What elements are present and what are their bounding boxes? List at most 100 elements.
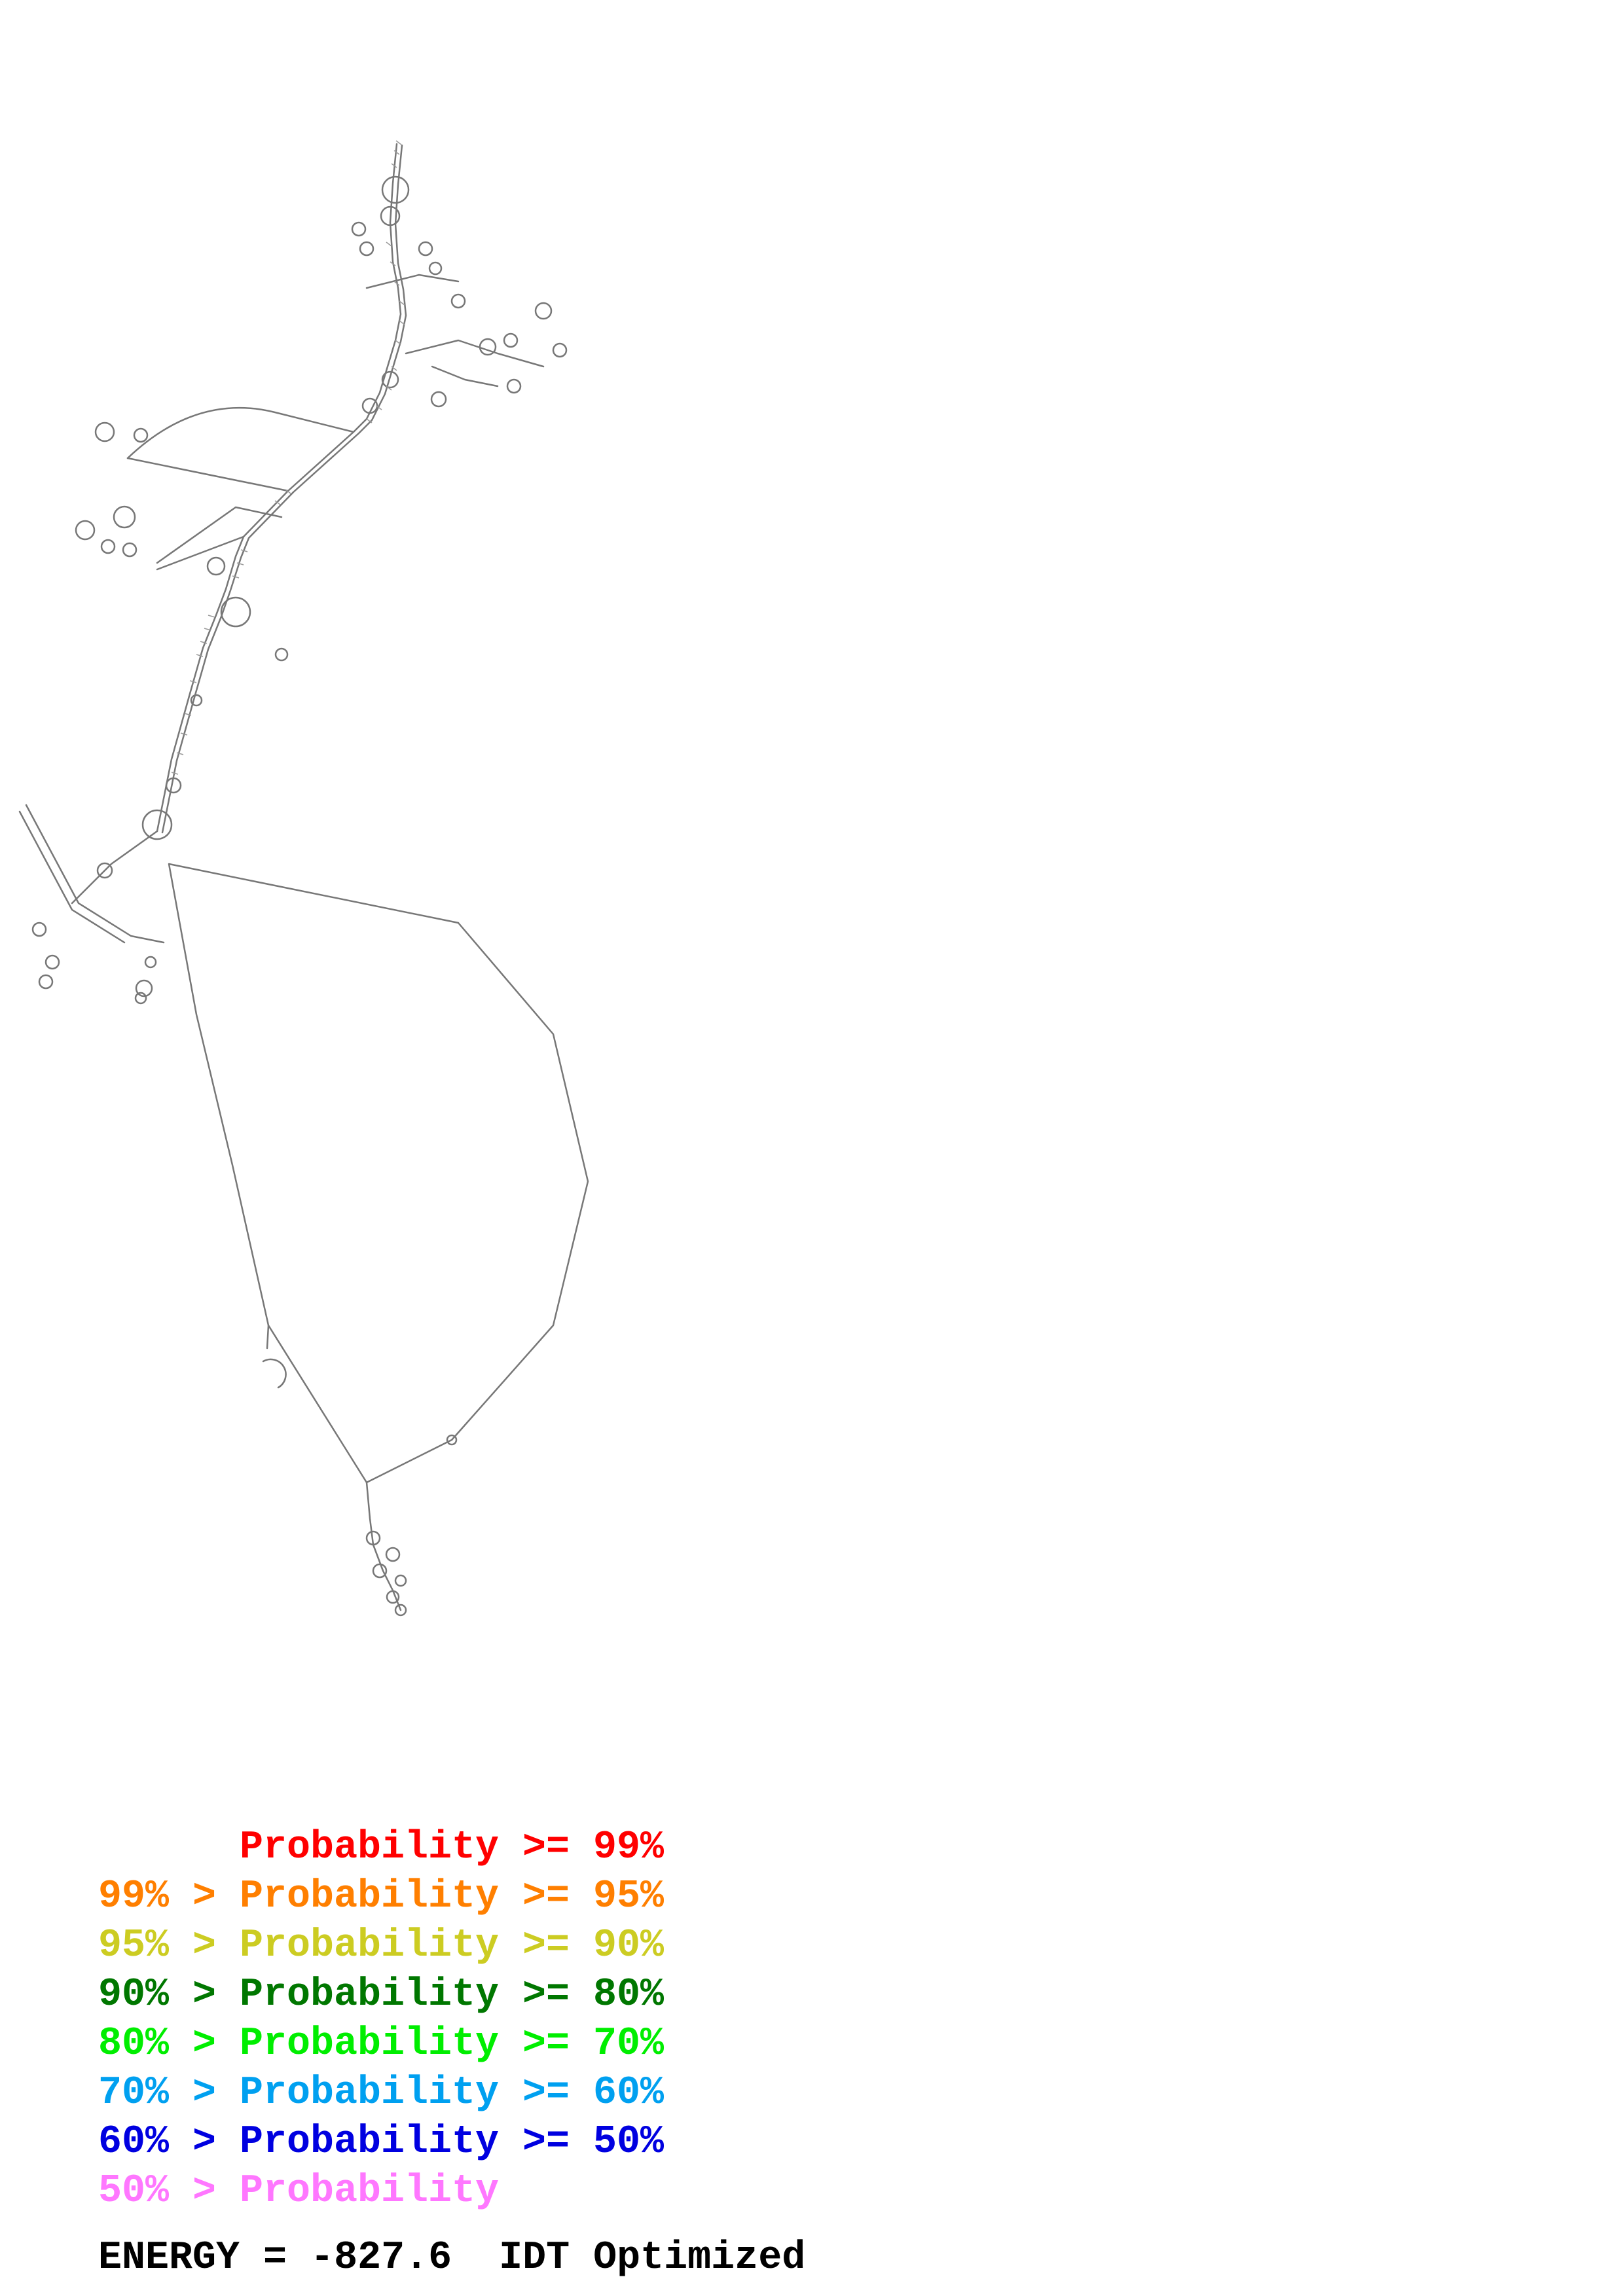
loop-top-4 (359, 241, 374, 257)
top-cluster-arc-3 (431, 365, 499, 387)
legend-row: 80% > Probability >= 70% (98, 2020, 664, 2069)
legend-threshold: 70% (593, 2022, 665, 2066)
large-loop-backbone (168, 863, 589, 1484)
probability-legend: Probability >= 99% 99% > Probability >= 95% 95% >… (98, 1823, 664, 2216)
loop-mid-left-2 (75, 520, 96, 541)
legend-gt: > (192, 1973, 217, 2017)
legend-row: 60% > Probability >= 50% (98, 2118, 664, 2167)
left-branch-line-3 (71, 830, 158, 905)
legend-ge: >= (522, 1874, 570, 1919)
loop-top-5 (418, 241, 433, 257)
top-cluster-arc-1 (365, 274, 460, 289)
loop-left-2 (31, 922, 47, 937)
left-branch-line-1 (25, 804, 165, 944)
legend-gt: > (192, 1924, 217, 1968)
legend-row: 90% > Probability >= 80% (98, 1971, 664, 2020)
loop-junction-2 (220, 596, 251, 628)
legend-threshold: 90% (593, 1924, 665, 1968)
pair-ticks-trunk (171, 140, 405, 775)
legend-prefix: 50% (98, 2169, 170, 2214)
legend-prefix: 70% (98, 2071, 170, 2115)
legend-label: Probability (240, 1924, 500, 1968)
legend-ge: >= (522, 1924, 570, 1968)
mid-left-chord-2 (156, 535, 245, 571)
loop-branch-right (274, 647, 289, 662)
loop-trunk-2 (190, 694, 203, 707)
bottom-left-hairpin (262, 1324, 287, 1389)
legend-threshold: 50% (593, 2120, 665, 2164)
loop-bottom-1 (365, 1530, 381, 1546)
energy-footer: ENERGY = -827.6 IDT Optimized (98, 2236, 805, 2280)
legend-threshold: 99% (593, 1825, 665, 1870)
legend-gt: > (192, 2022, 217, 2066)
loop-left-3 (45, 954, 60, 970)
loop-left-6 (144, 956, 157, 969)
rna-secondary-structure (18, 140, 589, 1617)
loop-mid-left-1 (113, 505, 136, 529)
legend-ge: >= (522, 1973, 570, 2017)
legend-threshold: 95% (593, 1874, 665, 1919)
legend-threshold: 60% (593, 2071, 665, 2115)
legend-gt: > (192, 2071, 217, 2115)
legend-prefix: 80% (98, 2022, 170, 2066)
loop-multi (141, 809, 173, 840)
legend-prefix: 99% (98, 1874, 170, 1919)
upper-left-arc (126, 406, 355, 459)
loop-top-2 (380, 206, 401, 226)
legend-ge: >= (522, 2022, 570, 2066)
loop-top (381, 175, 410, 204)
legend-label: Probability (240, 2022, 500, 2066)
loop-junction-1 (206, 556, 226, 576)
loop-upper-right-6 (506, 378, 522, 394)
mid-left-chord-1 (156, 506, 283, 564)
legend-gt: > (192, 1874, 217, 1919)
loop-upper-left-1 (94, 422, 115, 442)
loop-upper-right-7 (430, 391, 447, 408)
legend-label: Probability (240, 2169, 500, 2214)
top-cluster-arc-2 (405, 339, 545, 368)
loop-bottom-5 (386, 1590, 400, 1604)
legend-gt: > (192, 2120, 217, 2164)
loop-bottom-4 (394, 1574, 407, 1587)
bottom-cluster-stem (365, 1481, 402, 1611)
legend-label: Probability (240, 2120, 500, 2164)
legend-label: Probability (240, 2071, 500, 2115)
loop-upper-right-4 (534, 302, 553, 320)
loop-top-6 (428, 261, 443, 276)
legend-ge: >= (522, 2071, 570, 2115)
legend-row: 95% > Probability >= 90% (98, 1922, 664, 1971)
main-stem-backbone-2 (161, 144, 407, 834)
loop-upper-left-2 (133, 427, 149, 443)
legend-gt: > (192, 2169, 217, 2214)
legend-label: Probability (240, 1825, 500, 1870)
loop-trunk-1 (165, 777, 182, 794)
loop-upper-right-2 (479, 338, 497, 356)
method-label: IDT Optimized (499, 2236, 806, 2280)
legend-row: 99% > Probability >= 95% (98, 1873, 664, 1922)
legend-label: Probability (240, 1874, 500, 1919)
energy-value: -827.6 (310, 2236, 452, 2280)
main-stem-backbone (156, 143, 402, 833)
energy-label: ENERGY = (98, 2236, 287, 2280)
legend-label: Probability (240, 1973, 500, 2017)
loop-left-1 (96, 862, 113, 879)
loop-left-4 (38, 974, 54, 990)
loop-right-side (446, 1434, 458, 1446)
loop-mid-left-4 (122, 542, 137, 558)
loop-upper-right-5 (552, 342, 568, 358)
loop-upper-right-3 (503, 332, 519, 348)
legend-ge: >= (522, 1825, 570, 1870)
legend-prefix: 95% (98, 1924, 170, 1968)
legend-row: Probability >= 99% (98, 1823, 664, 1873)
upper-left-chord (126, 457, 289, 492)
legend-prefix: 60% (98, 2120, 170, 2164)
legend-row: 70% > Probability >= 60% (98, 2069, 664, 2118)
loop-mid-1 (381, 370, 399, 389)
loop-top-3 (351, 221, 367, 237)
loop-bottom-2 (385, 1547, 401, 1562)
loop-left-7 (134, 992, 147, 1005)
loop-upper-right-1 (450, 293, 466, 309)
legend-row: 50% > Probability (98, 2167, 664, 2216)
legend-threshold: 80% (593, 1973, 665, 2017)
legend-ge: >= (522, 2120, 570, 2164)
